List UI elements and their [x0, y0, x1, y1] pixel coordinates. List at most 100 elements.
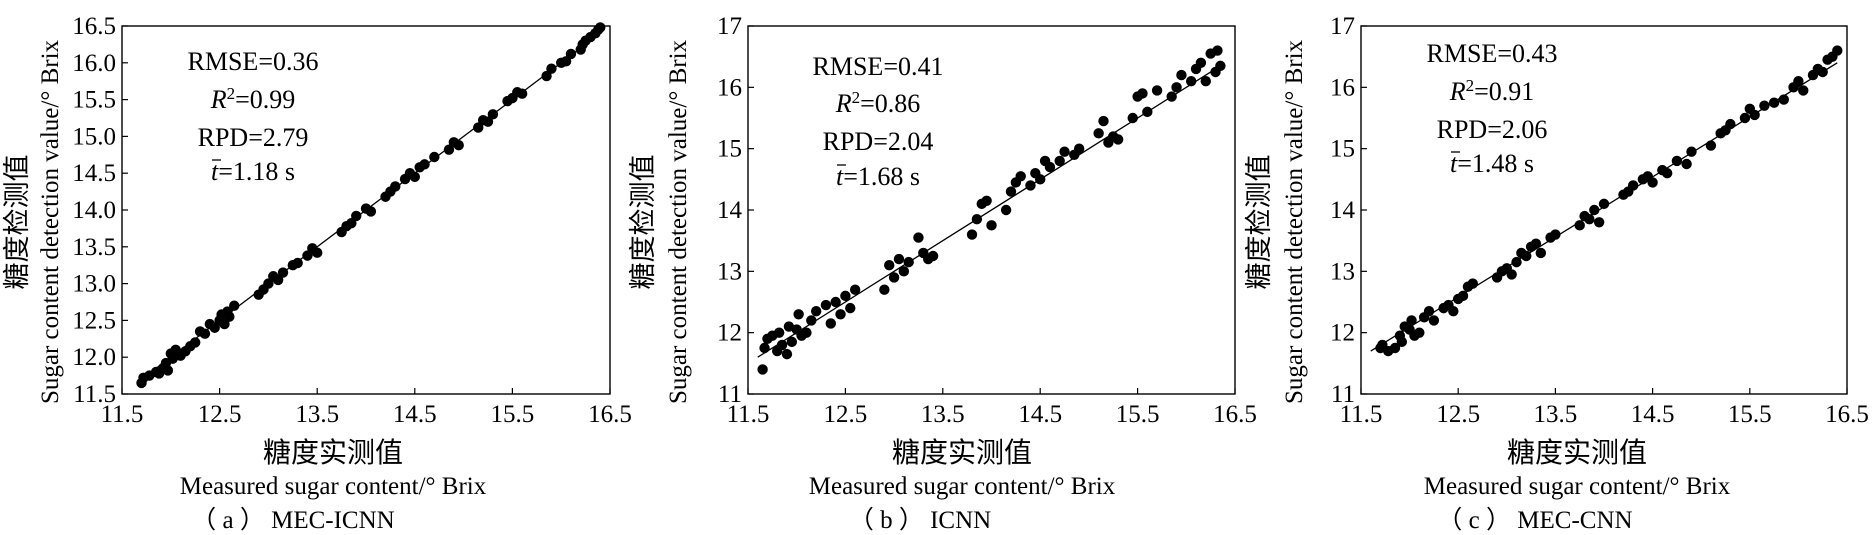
panel-b-data-point	[830, 296, 841, 308]
panel-a-xtick-label: 16.5	[588, 401, 632, 428]
panel-b-time: t=1.68 s	[836, 162, 920, 191]
panel-b-ytick-label: 14	[717, 197, 743, 224]
panel-a-xtick-label: 13.5	[295, 401, 339, 428]
panel-c-data-point	[1506, 269, 1517, 280]
panel-b-data-point	[986, 220, 997, 231]
panel-c-ytick-label: 12	[1330, 320, 1355, 347]
panel-a-ytick-label: 12.5	[72, 307, 116, 334]
panel-c-data-point	[1725, 118, 1736, 130]
panel-b-xlabel-en: Measured sugar content/° Brix	[809, 473, 1116, 500]
panel-c-data-point	[1686, 146, 1697, 157]
panel-b-data-point	[1137, 88, 1148, 99]
panel-a-caption: （ a ） MEC-ICNN	[191, 506, 394, 534]
panel-a-data-point	[263, 278, 274, 289]
panel-c-data-point	[1428, 315, 1440, 326]
panel-a-ytick-label: 15.5	[72, 87, 116, 114]
panel-b-data-point	[820, 299, 832, 311]
panel-b-data-point	[825, 318, 836, 329]
panel-c-ytick-label: 17	[1330, 13, 1355, 40]
panel-c-r2-symbol: R	[1449, 77, 1466, 106]
panel-a-plot: 11.5 12.5 13.5 14.5 15.5 16.5 11.5 12.0 12.5 13.0…	[72, 13, 632, 428]
panel-c-data-point	[1448, 306, 1459, 317]
panel-b-data-point	[1000, 204, 1012, 216]
panel-a-r2: R2=0.99	[210, 84, 296, 115]
panel-a-r2-superscript: 2	[227, 84, 236, 103]
panel-b-caption: （ b ） ICNN	[849, 506, 991, 534]
panel-c-data-point	[1584, 214, 1595, 225]
panel-a-data-point	[516, 88, 528, 99]
panel-c-caption: （ c ） MEC-CNN	[1437, 506, 1632, 534]
panel-a-xtick-label: 12.5	[198, 401, 242, 428]
panel-a-ytick-label: 14.5	[72, 160, 116, 187]
panel-b-data-point	[783, 321, 795, 332]
panel-b-data-point	[1176, 69, 1187, 81]
panel-a-data-point	[487, 109, 499, 120]
panel-c-xtick-label: 14.5	[1631, 401, 1675, 428]
panel-a-ytick-label: 16.0	[72, 50, 116, 77]
panel-b-ytick-label: 15	[717, 136, 742, 163]
panel-c-data-point	[1396, 336, 1408, 348]
panel-a-data-point	[351, 210, 362, 222]
panel-c-data-point	[1598, 198, 1610, 210]
panel-c-data-point	[1798, 85, 1809, 96]
panel-c-data-point	[1768, 97, 1780, 108]
panel-c-xtick-label: 16.5	[1825, 401, 1869, 428]
panel-a-r2-value: =0.99	[235, 85, 295, 114]
panel-c-data-point	[1705, 140, 1717, 151]
panel-c-data-point	[1589, 204, 1600, 216]
panel-b-fit-line	[757, 68, 1216, 358]
panel-c-ylabel-cn: 糖度检测值	[1244, 155, 1274, 290]
panel-b-data-point	[1195, 57, 1207, 68]
panel-a-data-point	[167, 353, 178, 364]
panel-b-data-point	[888, 272, 900, 283]
panel-c-data-point	[1661, 168, 1673, 179]
panel-b-ytick-label: 11	[718, 381, 742, 408]
panel-b-data-point	[1035, 174, 1046, 185]
panel-a-ylabel-cn: 糖度检测值	[2, 155, 32, 290]
panel-a-data-point	[482, 116, 494, 127]
panel-a-data-point	[219, 318, 230, 330]
panel-a-data-point	[224, 311, 235, 322]
panel-b-time-value: =1.68 s	[843, 162, 920, 191]
panel-a-data-point	[595, 22, 606, 33]
panel-c-data-point	[1759, 100, 1770, 111]
panel-b-data-point	[786, 336, 798, 348]
panel-c-data-point	[1467, 278, 1478, 289]
panel-b-r2-symbol: R	[835, 89, 852, 118]
panel-c-ytick-label: 14	[1330, 197, 1356, 224]
panel-b-data-point	[1166, 91, 1177, 102]
panel-b-data-point	[810, 306, 822, 317]
panel-a-xtick-label: 14.5	[393, 401, 437, 428]
panel-b-data-point	[776, 339, 788, 351]
panel-b-data-point	[1073, 143, 1085, 154]
panel-b-data-point	[1098, 115, 1109, 127]
panel-c-r2-value: =0.91	[1474, 77, 1534, 106]
panel-c-time: t=1.48 s	[1450, 149, 1534, 178]
panel-b-data-point	[835, 309, 846, 320]
panel-b-data-point	[1015, 171, 1026, 182]
panel-b-data-point	[898, 266, 910, 277]
panel-c-data-point	[1511, 256, 1522, 268]
panel-b-rpd: RPD=2.04	[823, 127, 934, 156]
panel-c-data-point	[1627, 180, 1639, 191]
panel-b-data-point	[1112, 134, 1124, 145]
panel-b-data-point	[927, 250, 939, 262]
panel-c-data-point	[1681, 158, 1692, 170]
panel-b-xtick-label: 13.5	[921, 401, 965, 428]
panel-a: 11.5 12.5 13.5 14.5 15.5 16.5 11.5 12.0 12.5 13.0…	[2, 13, 632, 534]
panel-b-data-point	[1005, 186, 1017, 197]
panel-a-xlabel-en: Measured sugar content/° Brix	[180, 473, 487, 500]
panel-c-time-symbol: t	[1450, 149, 1458, 178]
panel-c-ylabel-en: Sugar content detection value/° Brix	[1281, 39, 1308, 404]
panel-b-data-point	[1093, 128, 1104, 139]
panel-c-data-point	[1574, 220, 1585, 231]
panel-a-data-point	[365, 206, 377, 217]
panel-c-r2-superscript: 2	[1466, 76, 1475, 95]
panel-c-xlabel-en: Measured sugar content/° Brix	[1424, 473, 1731, 500]
panel-b-data-point	[1059, 146, 1070, 157]
panel-b-data-point	[966, 229, 978, 240]
panel-a-data-point	[272, 274, 284, 286]
panel-a-data-point	[390, 181, 401, 192]
panel-b-data-point	[849, 284, 861, 295]
panel-a-data-point	[277, 267, 289, 278]
